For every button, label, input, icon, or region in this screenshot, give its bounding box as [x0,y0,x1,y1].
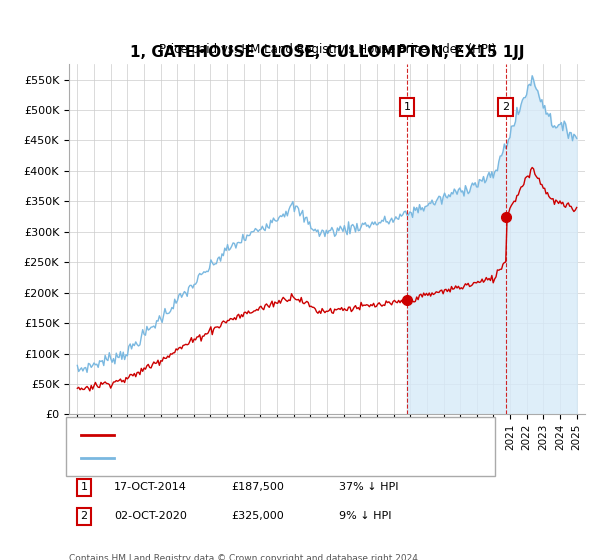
Text: 1: 1 [80,482,88,492]
Text: £325,000: £325,000 [231,511,284,521]
Text: Price paid vs. HM Land Registry's House Price Index (HPI): Price paid vs. HM Land Registry's House … [158,43,496,55]
Text: HPI: Average price, detached house, Mid Devon: HPI: Average price, detached house, Mid … [120,453,368,463]
Text: 17-OCT-2014: 17-OCT-2014 [114,482,187,492]
Text: 37% ↓ HPI: 37% ↓ HPI [339,482,398,492]
Text: 2: 2 [502,102,509,112]
Text: £187,500: £187,500 [231,482,284,492]
Text: 2: 2 [80,511,88,521]
Text: 1, GATEHOUSE CLOSE, CULLOMPTON, EX15 1JJ (detached house): 1, GATEHOUSE CLOSE, CULLOMPTON, EX15 1JJ… [120,430,457,440]
Title: 1, GATEHOUSE CLOSE, CULLOMPTON, EX15 1JJ: 1, GATEHOUSE CLOSE, CULLOMPTON, EX15 1JJ [130,45,524,60]
Text: 9% ↓ HPI: 9% ↓ HPI [339,511,392,521]
Text: 1: 1 [403,102,410,112]
Text: Contains HM Land Registry data © Crown copyright and database right 2024.: Contains HM Land Registry data © Crown c… [69,554,421,560]
Text: 02-OCT-2020: 02-OCT-2020 [114,511,187,521]
